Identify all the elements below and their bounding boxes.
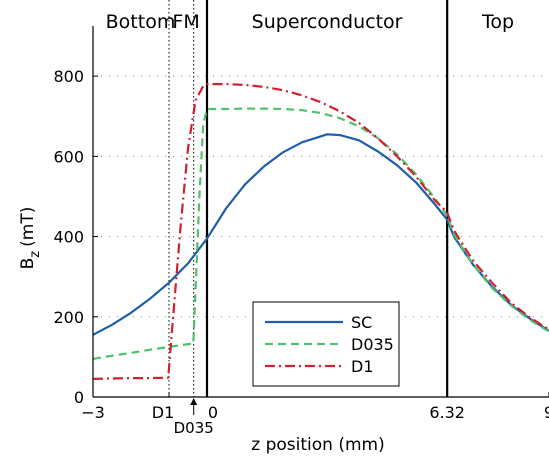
x-tick-label: 9 bbox=[544, 403, 549, 422]
x-tick-labels: −3 D1 0 6.32 9 bbox=[81, 403, 549, 422]
x-tick-label: D1 bbox=[152, 403, 175, 422]
series-line-sc bbox=[92, 133, 549, 336]
y-tick-label: 0 bbox=[74, 388, 84, 407]
series-line-d1 bbox=[92, 82, 549, 380]
y-axis-label-unit: (mT) bbox=[18, 207, 38, 247]
legend-label-d035: D035 bbox=[351, 335, 394, 354]
y-tick-label: 800 bbox=[53, 67, 84, 86]
legend: SC D035 D1 bbox=[252, 301, 400, 387]
y-axis-label-sub: z bbox=[28, 251, 43, 258]
region-label: Bottom bbox=[106, 11, 176, 33]
legend-label-sc: SC bbox=[351, 313, 372, 332]
y-axis-label-main: B bbox=[18, 258, 38, 270]
legend-label-d1: D1 bbox=[351, 357, 374, 376]
grid bbox=[93, 75, 549, 318]
svg-text:Bz(mT): Bz (mT) bbox=[18, 207, 43, 270]
y-tick-label: 600 bbox=[53, 147, 84, 166]
x-tick-label: −3 bbox=[81, 403, 105, 422]
x-axis-label: z position (mm) bbox=[251, 435, 384, 455]
region-label: Top bbox=[481, 11, 514, 33]
y-axis-label: Bz (mT) bbox=[18, 207, 43, 270]
x-tick-label: 6.32 bbox=[429, 403, 465, 422]
region-label: Superconductor bbox=[252, 11, 403, 33]
annotation: D035 bbox=[174, 398, 214, 437]
annotation-arrow-head bbox=[190, 398, 198, 405]
axes bbox=[92, 26, 549, 398]
y-tick-labels: 0 200 400 600 800 bbox=[53, 67, 84, 407]
x-tick-label: 0 bbox=[208, 403, 218, 422]
region-label: FM bbox=[172, 11, 199, 33]
annotation-label: D035 bbox=[174, 419, 214, 437]
y-tick-label: 400 bbox=[53, 228, 84, 247]
series-lines bbox=[92, 82, 549, 380]
series-line-d035 bbox=[92, 107, 549, 360]
y-tick-label: 200 bbox=[53, 308, 84, 327]
boundary-lines bbox=[168, 0, 449, 397]
legend-box bbox=[252, 301, 400, 387]
